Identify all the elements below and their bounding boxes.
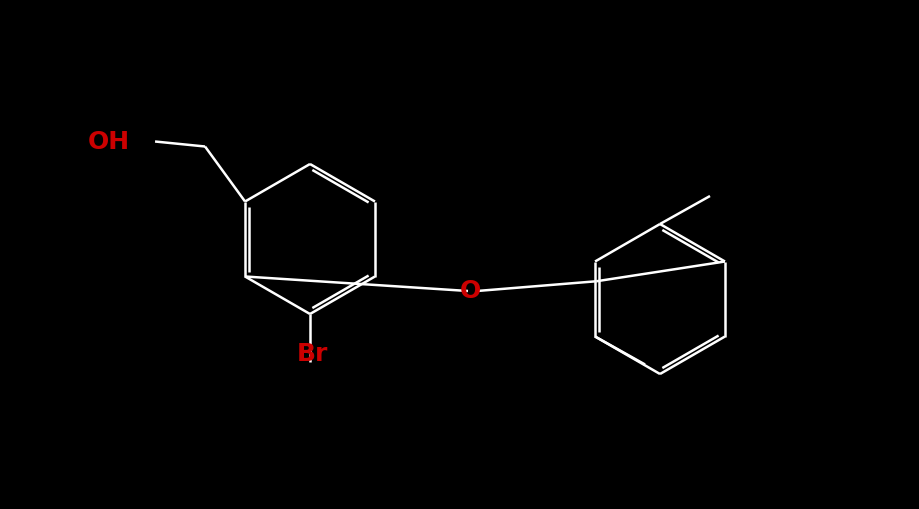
Text: O: O <box>460 279 481 303</box>
Text: OH: OH <box>88 129 130 154</box>
Text: Br: Br <box>296 342 328 366</box>
